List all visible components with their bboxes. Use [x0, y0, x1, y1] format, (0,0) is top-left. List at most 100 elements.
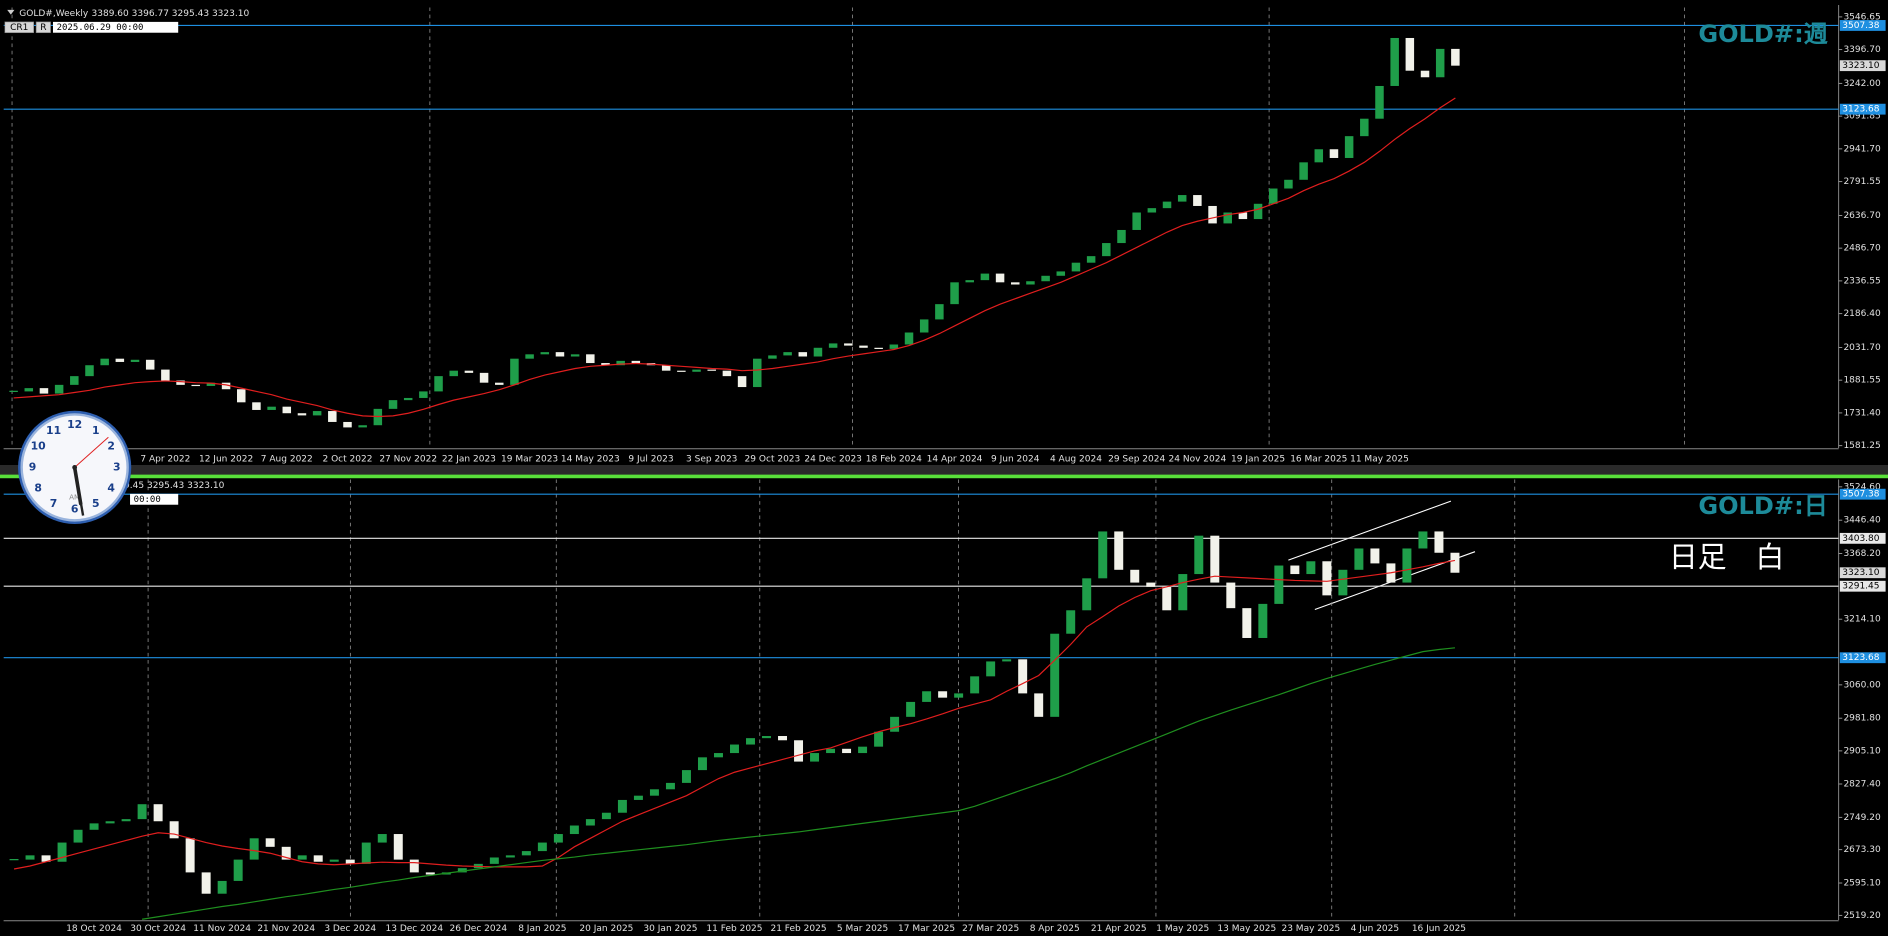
candle [434, 376, 443, 392]
candle [57, 842, 67, 862]
candle [1162, 201, 1172, 209]
last-price-box [1839, 60, 1886, 72]
y-tick-label: 2905.10 [1843, 746, 1881, 756]
y-tick-label: 2519.20 [1843, 911, 1881, 921]
candle [874, 347, 883, 349]
level-box [1839, 652, 1886, 664]
x-tick-label: 4 Jun 2025 [1351, 924, 1400, 934]
x-tick-label: 11 May 2025 [1350, 454, 1409, 464]
candle [24, 388, 34, 392]
candle [281, 846, 291, 860]
level-box [1839, 488, 1886, 500]
candle [649, 789, 659, 796]
time-box [52, 21, 179, 33]
candle [1390, 37, 1399, 86]
button[interactable] [4, 21, 35, 34]
candle [361, 842, 371, 864]
clock-numeral: 7 [50, 497, 58, 510]
candle [73, 829, 83, 843]
candle [970, 676, 980, 694]
candle [343, 421, 352, 428]
candle [1210, 535, 1220, 583]
candle [858, 746, 868, 754]
candle [297, 855, 307, 860]
candle [1274, 565, 1284, 604]
candle [161, 369, 170, 381]
candle [537, 842, 547, 852]
candle [1146, 582, 1156, 587]
candle [249, 838, 259, 860]
candle [1208, 205, 1217, 224]
candle [555, 352, 565, 357]
clock-numeral: 5 [92, 497, 100, 510]
candle [464, 370, 474, 373]
candle [569, 825, 579, 835]
candle [1193, 195, 1202, 206]
candle [713, 753, 723, 758]
y-tick-label: 2636.70 [1843, 211, 1881, 221]
candle [570, 354, 580, 357]
candle [1375, 85, 1384, 119]
candle [922, 691, 932, 702]
x-tick-label: 19 Mar 2023 [501, 454, 558, 464]
candle [842, 748, 852, 754]
candle [1299, 162, 1308, 180]
candle [425, 872, 435, 875]
channel-line [1288, 500, 1452, 561]
clock-numeral: 1 [92, 424, 100, 437]
y-tick-label: 2827.40 [1843, 780, 1881, 790]
candle [904, 332, 914, 345]
candle [54, 384, 64, 394]
candle [267, 406, 276, 410]
y-tick-label: 3524.60 [1843, 482, 1881, 492]
candle [1338, 569, 1348, 596]
candle [479, 372, 489, 383]
candle [722, 370, 732, 377]
candle [889, 344, 899, 349]
candle [130, 359, 140, 362]
candle [419, 391, 428, 398]
x-tick-label: 1 May 2025 [1156, 924, 1209, 934]
y-tick-label: 3060.00 [1843, 680, 1881, 690]
candle [995, 273, 1005, 283]
candle [681, 770, 691, 783]
x-tick-label: 16 Jun 2025 [1412, 924, 1466, 934]
candle [393, 834, 403, 860]
candle [730, 744, 739, 754]
button-label: R [40, 23, 46, 33]
x-tick-label: 11 Feb 2025 [706, 924, 762, 934]
button[interactable] [35, 21, 51, 34]
candle [1451, 48, 1460, 66]
candle [617, 799, 627, 813]
candle [169, 821, 179, 839]
candle [495, 382, 504, 385]
x-tick-label: 14 May 2023 [561, 454, 620, 464]
candle [176, 380, 185, 385]
candle [906, 701, 916, 717]
candle [1258, 603, 1268, 638]
second-hand [74, 436, 109, 468]
moving-average [13, 559, 1456, 870]
y-tick-label: 2749.20 [1843, 813, 1881, 823]
y-tick-label: 2486.70 [1843, 244, 1881, 254]
candle [265, 838, 275, 847]
candle [1418, 531, 1428, 549]
x-tick-label: 8 Jan 2025 [518, 924, 566, 934]
x-tick-label: 18 Oct 2024 [66, 924, 122, 934]
header-icon [7, 9, 15, 15]
x-tick-label: 16 Mar 2025 [1290, 454, 1347, 464]
candle [616, 360, 625, 366]
level-label: 3507.38 [1842, 21, 1880, 31]
clock-numeral: 10 [31, 439, 47, 452]
plot-area [3, 7, 1839, 449]
y-tick-label: 2595.10 [1843, 879, 1881, 889]
candle [1086, 256, 1096, 263]
candle [377, 834, 387, 843]
candle [25, 855, 35, 860]
last-price-label: 3323.10 [1842, 568, 1880, 578]
candle [1226, 582, 1236, 609]
candle [965, 280, 974, 283]
level-label: 3123.68 [1842, 105, 1880, 115]
y-tick-label: 2186.40 [1843, 309, 1881, 319]
